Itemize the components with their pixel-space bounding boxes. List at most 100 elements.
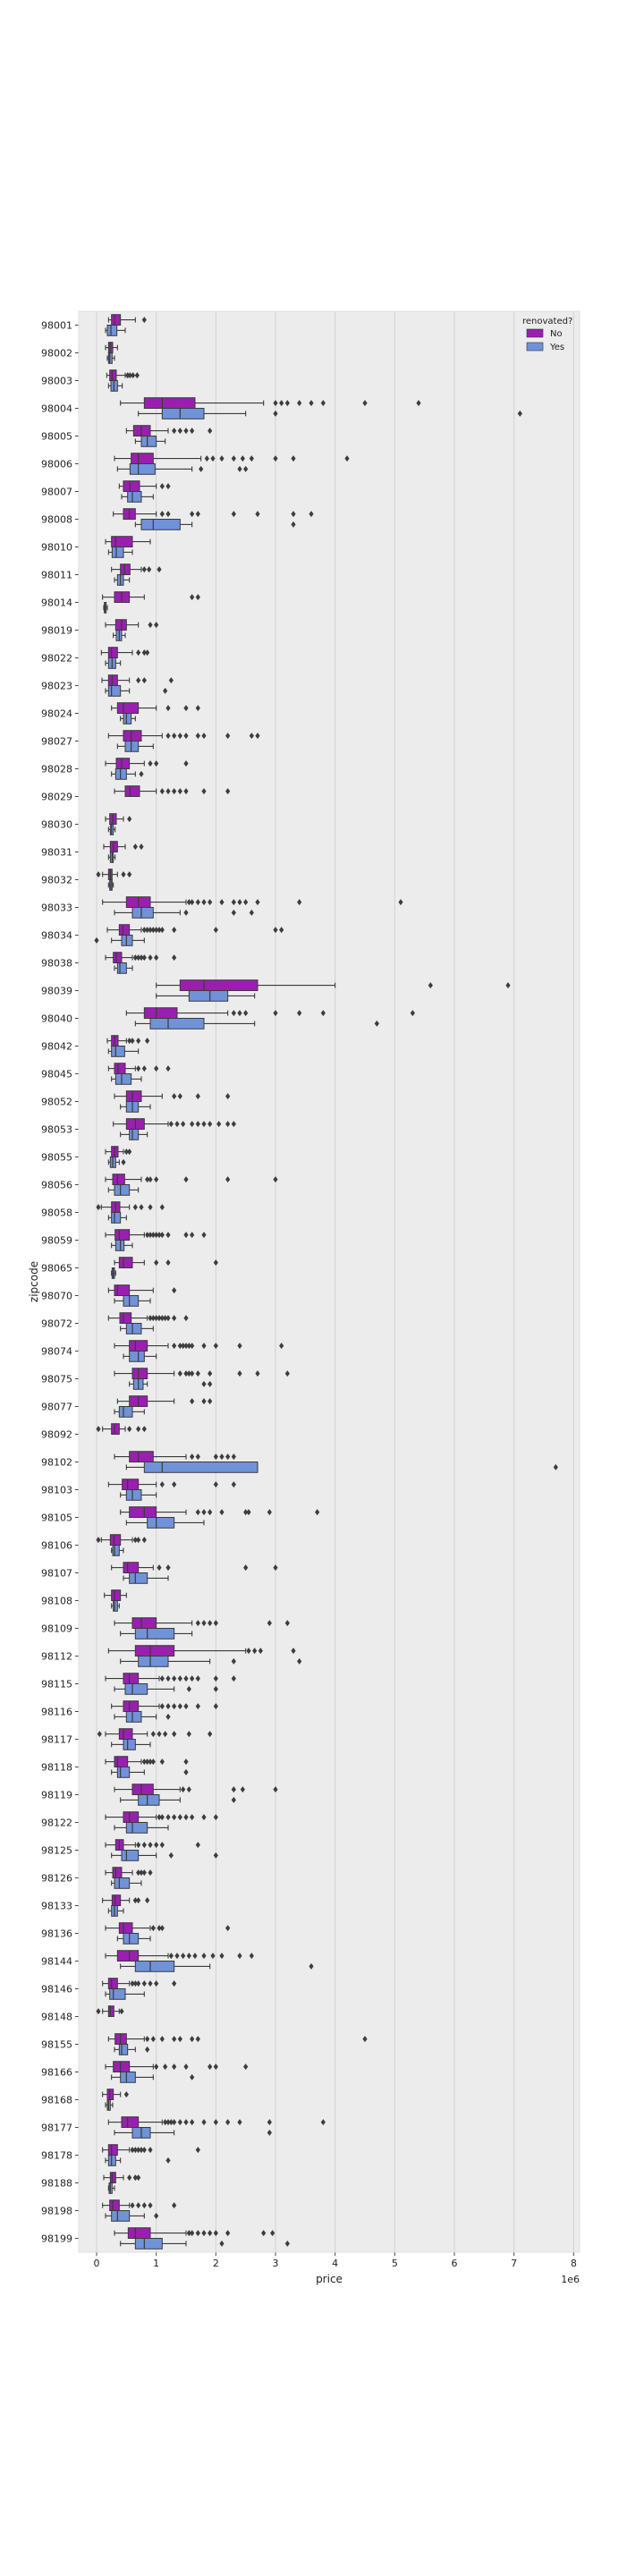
outlier-no <box>141 1426 147 1433</box>
outlier-no <box>213 1703 218 1710</box>
outlier-no <box>174 1953 180 1960</box>
outlier-no <box>172 1731 177 1738</box>
outlier-no <box>145 1038 150 1045</box>
outlier-yes <box>165 1713 171 1720</box>
zipcode-group <box>105 1146 132 1168</box>
box-no <box>131 1368 148 1379</box>
outlier-no <box>273 1010 278 1017</box>
outlier-no <box>123 2091 129 2098</box>
outlier-no <box>201 1953 207 1960</box>
zipcode-group <box>96 1534 147 1556</box>
outlier-yes <box>163 687 168 694</box>
zipcode-group <box>105 1174 278 1196</box>
y-tick-label: 98003 <box>41 376 72 387</box>
outlier-no <box>132 954 138 962</box>
outlier-no <box>127 1038 132 1045</box>
outlier-no <box>320 2119 326 2126</box>
outlier-no <box>132 843 138 851</box>
y-tick-label: 98118 <box>41 1762 72 1774</box>
box-yes <box>129 1129 140 1140</box>
outlier-no <box>154 1315 159 1322</box>
outlier-no <box>96 1537 101 1544</box>
outlier-yes <box>213 1852 218 1859</box>
box-yes <box>143 1462 258 1473</box>
zipcode-group <box>105 813 132 835</box>
outlier-no <box>159 1481 165 1488</box>
outlier-yes <box>231 1796 236 1803</box>
outlier-no <box>159 1703 165 1710</box>
outlier-yes <box>297 1657 302 1665</box>
box-yes <box>123 713 132 724</box>
outlier-no <box>148 1842 153 1849</box>
outlier-no <box>309 511 314 518</box>
outlier-no <box>213 2063 218 2071</box>
y-tick-label: 98092 <box>41 1429 72 1441</box>
y-tick-label: 98059 <box>41 1235 72 1247</box>
outlier-no <box>362 2036 368 2043</box>
box-no <box>118 1922 133 1934</box>
outlier-no <box>186 2230 191 2237</box>
outlier-no <box>131 372 136 379</box>
outlier-no <box>139 843 144 851</box>
outlier-no <box>172 2036 177 2043</box>
outlier-no <box>154 1065 159 1072</box>
outlier-no <box>201 1620 207 1627</box>
outlier-yes <box>208 1380 213 1387</box>
outlier-no <box>208 1370 213 1377</box>
outlier-yes <box>309 1962 314 1970</box>
zipcode-group <box>105 758 189 780</box>
outlier-no <box>428 982 433 989</box>
outlier-no <box>177 2036 182 2043</box>
outlier-yes <box>553 1463 558 1470</box>
outlier-no <box>186 1786 191 1793</box>
outlier-no <box>190 1675 195 1682</box>
plot-frame <box>78 310 580 2253</box>
y-tick-label: 98028 <box>41 764 72 775</box>
box-no <box>115 758 131 769</box>
outlier-no <box>121 871 126 878</box>
outlier-no <box>291 455 296 462</box>
outlier-no <box>213 927 218 934</box>
outlier-no <box>315 1509 320 1516</box>
y-tick-label: 98146 <box>41 1984 72 1996</box>
box-yes <box>125 1323 142 1335</box>
box-no <box>120 564 131 575</box>
outlier-no <box>177 1093 182 1100</box>
y-tick-label: 98065 <box>41 1263 72 1275</box>
outlier-no <box>190 2119 195 2126</box>
box-yes <box>107 2155 116 2166</box>
box-yes <box>125 1489 142 1501</box>
boxes-layer <box>94 314 558 2250</box>
box-no <box>121 2116 140 2128</box>
outlier-no <box>243 899 249 906</box>
legend-label-no: No <box>550 329 563 339</box>
x-tick-label: 5 <box>392 2258 398 2269</box>
outlier-no <box>195 899 200 906</box>
outlier-no <box>154 2063 159 2071</box>
y-tick-label: 98119 <box>41 1790 72 1801</box>
zipcode-group <box>107 1063 171 1085</box>
outlier-no <box>145 1758 150 1766</box>
outlier-no <box>219 1953 225 1960</box>
outlier-no <box>139 1869 144 1877</box>
y-tick-label: 98001 <box>41 320 72 332</box>
outlier-no <box>213 2119 218 2126</box>
outlier-no <box>213 1453 218 1461</box>
outlier-no <box>237 1953 242 1960</box>
zipcode-group <box>114 2227 290 2250</box>
legend-title: renovated? <box>522 317 572 326</box>
outlier-yes <box>374 1020 379 1027</box>
outlier-no <box>150 1925 156 1932</box>
outlier-no <box>291 511 296 518</box>
box-no <box>116 1950 140 1962</box>
box-no <box>111 1589 122 1601</box>
outlier-no <box>210 1953 216 1960</box>
box-yes <box>106 325 118 336</box>
zipcode-group <box>125 425 213 447</box>
zipcode-group <box>105 1811 218 1834</box>
outlier-no <box>159 1315 165 1322</box>
y-tick-label: 98002 <box>41 348 72 360</box>
outlier-no <box>172 1093 177 1100</box>
outlier-no <box>148 1232 153 1239</box>
y-tick-label: 98122 <box>41 1818 72 1829</box>
